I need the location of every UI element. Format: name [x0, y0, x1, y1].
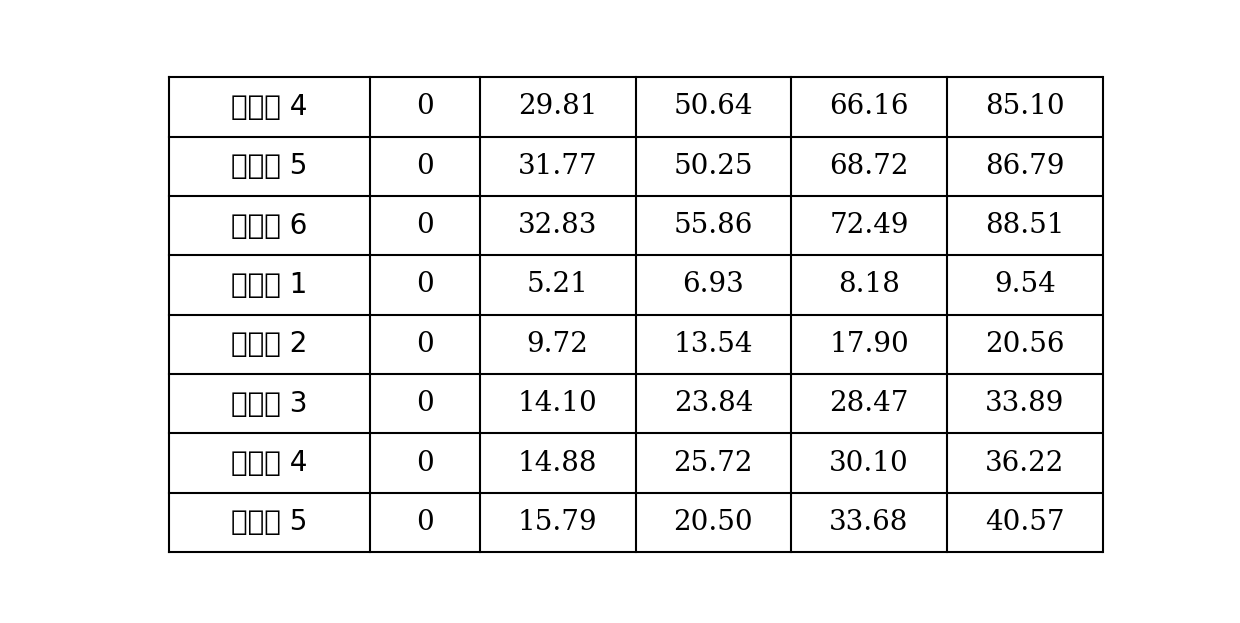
Text: 实施例 6: 实施例 6	[232, 212, 308, 240]
Text: 14.10: 14.10	[518, 390, 598, 417]
Text: 实施例 5: 实施例 5	[232, 152, 308, 180]
Text: 28.47: 28.47	[830, 390, 909, 417]
Text: 实施例 4: 实施例 4	[232, 93, 308, 121]
Text: 66.16: 66.16	[830, 93, 909, 120]
Text: 0: 0	[415, 509, 434, 536]
Text: 对比例 3: 对比例 3	[232, 389, 308, 417]
Text: 5.21: 5.21	[527, 272, 589, 298]
Text: 0: 0	[415, 390, 434, 417]
Text: 30.10: 30.10	[830, 450, 909, 477]
Text: 86.79: 86.79	[985, 153, 1064, 179]
Text: 31.77: 31.77	[518, 153, 598, 179]
Text: 17.90: 17.90	[830, 331, 909, 358]
Text: 20.50: 20.50	[673, 509, 753, 536]
Text: 0: 0	[415, 272, 434, 298]
Text: 36.22: 36.22	[985, 450, 1064, 477]
Text: 6.93: 6.93	[682, 272, 744, 298]
Text: 33.68: 33.68	[830, 509, 909, 536]
Text: 40.57: 40.57	[985, 509, 1064, 536]
Text: 20.56: 20.56	[985, 331, 1064, 358]
Text: 0: 0	[415, 331, 434, 358]
Text: 8.18: 8.18	[838, 272, 900, 298]
Text: 对比例 1: 对比例 1	[232, 271, 308, 299]
Text: 25.72: 25.72	[673, 450, 753, 477]
Text: 33.89: 33.89	[985, 390, 1064, 417]
Text: 50.25: 50.25	[673, 153, 753, 179]
Text: 对比例 2: 对比例 2	[232, 330, 308, 358]
Text: 32.83: 32.83	[518, 212, 598, 239]
Text: 对比例 4: 对比例 4	[232, 449, 308, 477]
Text: 0: 0	[415, 212, 434, 239]
Text: 29.81: 29.81	[518, 93, 598, 120]
Text: 0: 0	[415, 450, 434, 477]
Text: 68.72: 68.72	[830, 153, 909, 179]
Text: 9.54: 9.54	[993, 272, 1055, 298]
Text: 9.72: 9.72	[527, 331, 589, 358]
Text: 85.10: 85.10	[985, 93, 1064, 120]
Text: 50.64: 50.64	[673, 93, 753, 120]
Text: 88.51: 88.51	[985, 212, 1064, 239]
Text: 15.79: 15.79	[518, 509, 598, 536]
Text: 72.49: 72.49	[830, 212, 909, 239]
Text: 13.54: 13.54	[673, 331, 753, 358]
Text: 0: 0	[415, 153, 434, 179]
Text: 0: 0	[415, 93, 434, 120]
Text: 55.86: 55.86	[673, 212, 753, 239]
Text: 23.84: 23.84	[673, 390, 753, 417]
Text: 对比例 5: 对比例 5	[232, 508, 308, 536]
Text: 14.88: 14.88	[518, 450, 598, 477]
